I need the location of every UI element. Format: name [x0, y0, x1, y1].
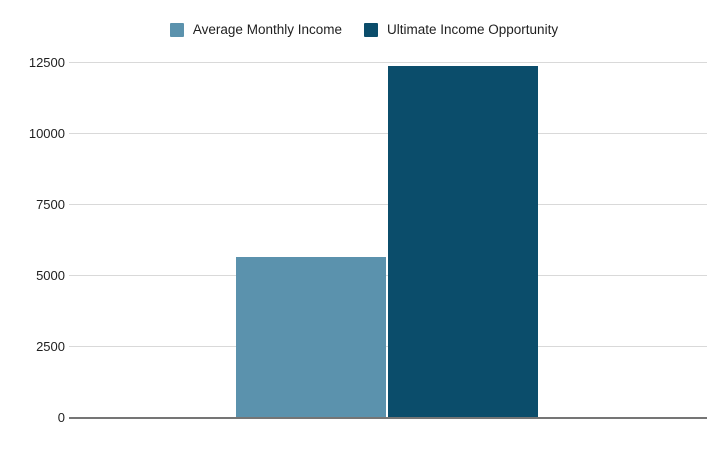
y-axis-tick-label: 12500 — [28, 55, 65, 70]
legend-item-ultimate-income-opportunity: Ultimate Income Opportunity — [364, 22, 558, 37]
legend-swatch-icon — [169, 22, 184, 37]
bar-average-monthly-income — [236, 256, 386, 418]
y-axis-tick-label: 0 — [57, 410, 65, 425]
plot-area — [69, 62, 707, 419]
bar-ultimate-income-opportunity — [388, 65, 538, 418]
y-axis-tick-label: 2500 — [36, 339, 65, 354]
legend-label: Ultimate Income Opportunity — [387, 22, 559, 37]
legend-item-average-monthly-income: Average Monthly Income — [169, 22, 342, 37]
legend-label: Average Monthly Income — [192, 22, 342, 37]
y-axis-tick-label: 7500 — [36, 197, 65, 212]
gridline — [69, 62, 707, 63]
legend-swatch-icon — [364, 22, 378, 37]
y-axis-labels: 0 2500 5000 7500 10000 12500 — [0, 0, 65, 450]
y-axis-tick-label: 10000 — [28, 126, 65, 141]
y-axis-tick-label: 5000 — [36, 268, 65, 283]
x-axis-line — [69, 417, 707, 419]
legend: Average Monthly Income Ultimate Income O… — [0, 22, 728, 37]
